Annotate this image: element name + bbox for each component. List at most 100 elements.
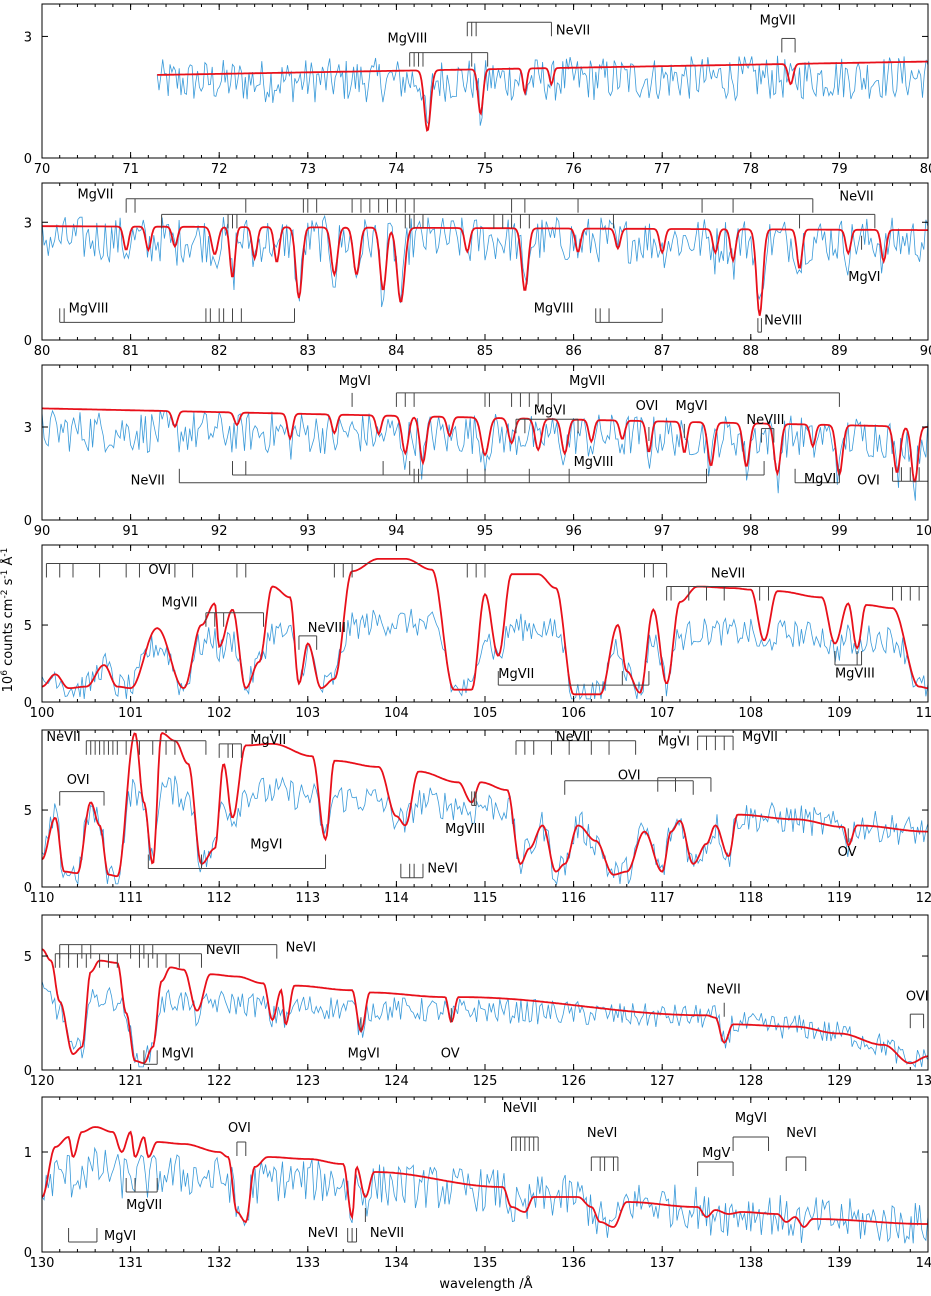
- x-tick-label: 102: [207, 706, 232, 721]
- x-tick-label: 103: [295, 706, 320, 721]
- ion-comb: MgVII: [497, 667, 650, 686]
- ion-comb: NeVII: [666, 566, 929, 601]
- ion-label: MgVIII: [69, 302, 109, 317]
- ion-comb: MgVI: [147, 838, 327, 870]
- panel-2: MgVII NeVII MgVIII MgVIII NeVIII MgVI 80 81 82 83…: [24, 182, 931, 359]
- x-tick-label: 79: [831, 162, 848, 177]
- ion-label: NeVIII: [764, 313, 802, 328]
- y-tick-label: 0: [24, 881, 32, 896]
- y-tick-label: 3: [24, 30, 32, 45]
- ion-comb: OVI: [45, 562, 668, 578]
- ion-comb: MgVII: [125, 1178, 162, 1213]
- panel-5: NeVII OVI MgVII MgVI NeVI MgVIII NeVII OVI MgVI M…: [24, 729, 931, 906]
- ion-label: NeVI: [427, 861, 457, 876]
- ion-label: NeVII: [711, 566, 745, 581]
- x-tick-label: 130: [916, 1074, 931, 1089]
- x-tick-label: 81: [122, 344, 139, 359]
- x-tick-label: 77: [654, 162, 671, 177]
- ion-label: OVI: [228, 1121, 251, 1136]
- x-tick-label: 127: [650, 1074, 675, 1089]
- x-tick-label: 140: [916, 1256, 931, 1271]
- ion-comb: OVI: [636, 399, 658, 441]
- observed-series: [42, 608, 928, 700]
- x-tick-label: 84: [388, 344, 405, 359]
- x-tick-label: 137: [650, 1256, 675, 1271]
- x-tick-label: 98: [743, 524, 760, 539]
- x-tick-label: 72: [211, 162, 228, 177]
- ion-label: MgVIII: [388, 32, 428, 47]
- x-tick-label: 75: [477, 162, 494, 177]
- x-tick-label: 119: [827, 891, 852, 906]
- x-tick-label: 138: [738, 1256, 763, 1271]
- ion-comb: MgVIII: [534, 302, 663, 323]
- x-tick-label: 105: [473, 706, 498, 721]
- ion-label: OV: [838, 845, 857, 860]
- x-tick-label: 120: [30, 1074, 55, 1089]
- panel-6: NeVII NeVI MgVI MgVI OV NeVII OVI 120 121 122 123 1…: [24, 914, 931, 1089]
- ion-comb: OVI: [228, 1121, 251, 1156]
- x-tick-label: 95: [477, 524, 494, 539]
- x-tick-label: 123: [295, 1074, 320, 1089]
- y-axis-title: 106 counts cm-2 s-1 Å-1: [0, 548, 16, 693]
- panel-frame: [41, 364, 929, 521]
- x-tick-label: 99: [831, 524, 848, 539]
- x-tick-label: 83: [300, 344, 317, 359]
- observed-series: [42, 1146, 928, 1244]
- ion-label: NeVII: [46, 730, 80, 745]
- x-tick-label: 97: [654, 524, 671, 539]
- panel-4: OVI MgVII NeVIII NeVII MgVII MgVIII 100 101 102 1…: [24, 544, 931, 721]
- x-tick-label: 71: [122, 162, 139, 177]
- ion-label: NeVIII: [308, 621, 346, 636]
- ion-comb: NeVII: [503, 1101, 539, 1151]
- x-tick-label: 82: [211, 344, 228, 359]
- ion-label: MgV: [702, 1146, 730, 1161]
- x-tick-label: 139: [827, 1256, 852, 1271]
- ion-comb: OVI: [857, 467, 929, 488]
- model-series: [42, 407, 928, 483]
- ion-comb: OV: [838, 828, 857, 860]
- ion-label: MgVI: [658, 734, 690, 749]
- ion-comb: NeVII: [707, 983, 741, 1017]
- x-tick-label: 131: [118, 1256, 143, 1271]
- x-tick-label: 134: [384, 1256, 409, 1271]
- x-tick-label: 121: [118, 1074, 143, 1089]
- ion-comb: MgVIII: [445, 791, 485, 837]
- ion-comb: MgVI: [732, 1111, 770, 1151]
- x-tick-label: 91: [122, 524, 139, 539]
- ion-comb: MgVII: [218, 733, 286, 758]
- ion-comb: MgVIII: [231, 455, 765, 476]
- ion-label: NeVI: [587, 1126, 617, 1141]
- x-tick-label: 118: [738, 891, 763, 906]
- ion-label: OVI: [906, 989, 929, 1004]
- x-tick-label: 130: [30, 1256, 55, 1271]
- x-tick-label: 80: [34, 344, 51, 359]
- ion-label: OVI: [67, 773, 90, 788]
- ion-label: MgVI: [675, 399, 707, 414]
- panels: MgVIIINeVIIMgVII707172737475767778798003…: [24, 3, 931, 1271]
- model-series: [42, 558, 928, 696]
- x-tick-label: 132: [207, 1256, 232, 1271]
- x-tick-label: 129: [827, 1074, 852, 1089]
- ion-comb: NeVI: [308, 1226, 358, 1243]
- ion-label: MgVII: [162, 596, 198, 611]
- y-tick-label: 3: [24, 421, 32, 436]
- ion-label: NeVIII: [746, 413, 784, 428]
- ion-comb: MgVI: [794, 468, 840, 487]
- ion-comb: NeVIII: [746, 413, 784, 443]
- ion-label: MgVIII: [835, 666, 875, 681]
- y-tick-label: 0: [24, 696, 32, 711]
- ion-label: MgVII: [742, 730, 778, 745]
- x-tick-label: 113: [295, 891, 320, 906]
- y-tick-label: 3: [24, 216, 32, 231]
- x-tick-label: 104: [384, 706, 409, 721]
- ion-label: MgVI: [162, 1046, 194, 1061]
- x-tick-label: 88: [743, 344, 760, 359]
- ion-comb: NeVIII: [298, 621, 346, 650]
- x-tick-label: 109: [827, 706, 852, 721]
- ion-label: MgVII: [498, 667, 534, 682]
- x-tick-label: 120: [916, 891, 931, 906]
- x-tick-label: 76: [565, 162, 582, 177]
- ion-comb: OVI: [59, 773, 105, 806]
- x-tick-label: 87: [654, 344, 671, 359]
- x-tick-label: 112: [207, 891, 232, 906]
